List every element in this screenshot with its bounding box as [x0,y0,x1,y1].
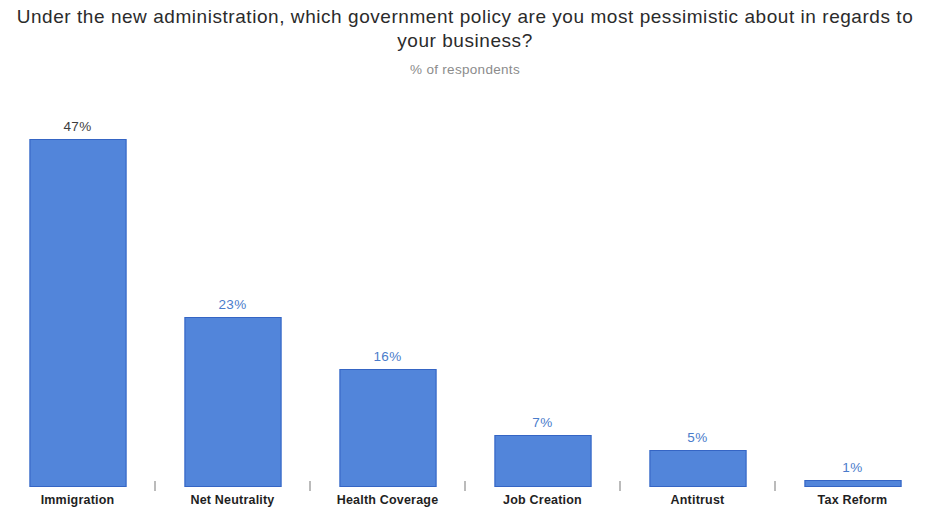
bar-net-neutrality [184,317,281,487]
bar-column-job-creation: 7% [465,0,620,487]
category-label-immigration: Immigration [0,493,155,507]
category-label-antitrust: Antitrust [620,493,775,507]
category-label-health-coverage: Health Coverage [310,493,465,507]
category-label-net-neutrality: Net Neutrality [155,493,310,507]
value-label-health-coverage: 16% [310,349,465,364]
category-label-tax-reform: Tax Reform [775,493,930,507]
bar-tax-reform [804,480,901,487]
bar-column-antitrust: 5% [620,0,775,487]
category-label-job-creation: Job Creation [465,493,620,507]
bar-column-health-coverage: 16% [310,0,465,487]
bar-health-coverage [339,369,436,487]
value-label-net-neutrality: 23% [155,297,310,312]
bar-column-immigration: 47% [0,0,155,487]
bar-column-tax-reform: 1% [775,0,930,487]
value-label-job-creation: 7% [465,415,620,430]
bar-column-net-neutrality: 23% [155,0,310,487]
plot-area: 47% 23% 16% 7%5%1% [0,0,930,487]
bar-job-creation [494,435,591,487]
value-label-tax-reform: 1% [775,460,930,475]
value-label-immigration: 47% [0,119,155,134]
bar-antitrust [649,450,746,487]
bar-chart: Under the new administration, which gove… [0,0,930,523]
bar-immigration [29,139,126,487]
value-label-antitrust: 5% [620,430,775,445]
x-axis-category-labels: ImmigrationNet NeutralityHealth Coverage… [0,493,930,507]
